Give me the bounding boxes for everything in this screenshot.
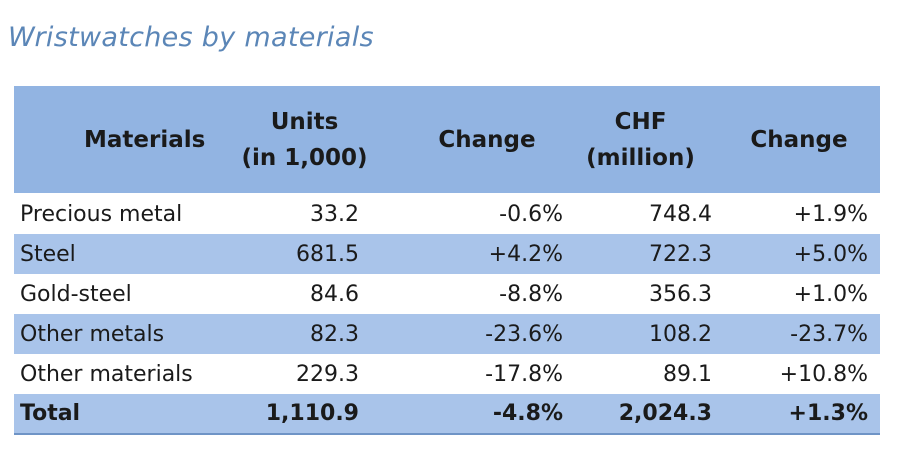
cell-units: 229.3 (296, 361, 359, 387)
cell-chf-change: +10.8% (779, 361, 868, 387)
cell-chf: 722.3 (649, 241, 712, 267)
cell-units-change: -0.6% (499, 202, 563, 227)
table-title: Wristwatches by materials (8, 22, 374, 53)
cell-units-change: -17.8% (485, 361, 563, 387)
cell-units-change: -8.8% (499, 281, 563, 307)
table-row: Steel 681.5 +4.2% 722.3 +5.0% (14, 234, 880, 274)
header-materials: Materials (84, 126, 206, 153)
cell-chf: 2,024.3 (618, 401, 712, 426)
cell-chf: 108.2 (649, 321, 712, 347)
cell-units-change: -23.6% (485, 321, 563, 347)
cell-chf-change: +1.9% (793, 202, 868, 227)
table-row: Other metals 82.3 -23.6% 108.2 -23.7% (14, 314, 880, 354)
header-row: Materials Units (in 1,000) Change CHF (m… (14, 86, 880, 194)
cell-units-change: +4.2% (488, 241, 563, 267)
cell-chf-change: +5.0% (793, 241, 868, 267)
total-row: Total 1,110.9 -4.8% 2,024.3 +1.3% (14, 394, 880, 434)
header-units-change: Change (438, 126, 536, 153)
cell-units: 1,110.9 (265, 401, 359, 426)
table-row: Gold-steel 84.6 -8.8% 356.3 +1.0% (14, 274, 880, 314)
header-units: Units (in 1,000) (241, 108, 368, 171)
header-chf: CHF (million) (586, 108, 695, 171)
cell-material: Other materials (20, 361, 193, 387)
table-row: Precious metal 33.2 -0.6% 748.4 +1.9% (14, 194, 880, 234)
cell-material: Precious metal (20, 202, 183, 227)
cell-chf: 748.4 (649, 202, 712, 227)
cell-units: 33.2 (310, 202, 359, 227)
cell-units: 84.6 (310, 281, 359, 307)
cell-chf-change: -23.7% (790, 321, 868, 347)
cell-material: Other metals (20, 321, 165, 347)
table-row: Other materials 229.3 -17.8% 89.1 +10.8% (14, 354, 880, 394)
cell-units: 82.3 (310, 321, 359, 347)
cell-material: Gold-steel (20, 281, 132, 307)
materials-table: Materials Units (in 1,000) Change CHF (m… (14, 86, 880, 435)
cell-chf-change: +1.3% (788, 401, 868, 426)
header-chf-change: Change (750, 126, 848, 153)
cell-units: 681.5 (296, 241, 359, 267)
cell-units-change: -4.8% (492, 401, 563, 426)
cell-chf: 89.1 (663, 361, 712, 387)
cell-material: Total (20, 401, 81, 426)
cell-material: Steel (20, 241, 76, 267)
cell-chf: 356.3 (649, 281, 712, 307)
cell-chf-change: +1.0% (793, 281, 868, 307)
